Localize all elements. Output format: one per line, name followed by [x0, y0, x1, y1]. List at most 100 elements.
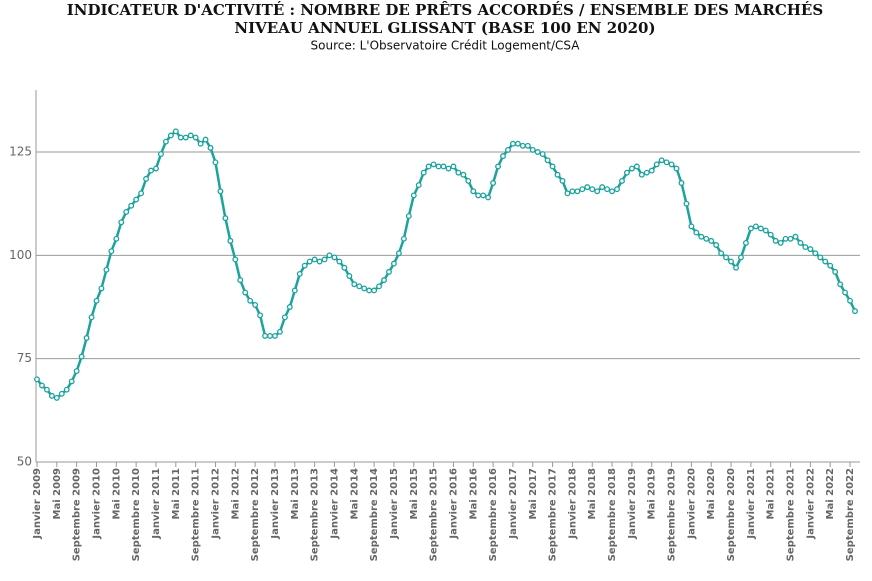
data-point	[495, 163, 502, 170]
x-tick-label: Mai 2021	[766, 468, 777, 519]
data-point	[390, 260, 397, 267]
data-point	[425, 163, 432, 170]
data-point	[792, 233, 799, 240]
x-tick-label: Septembre 2019	[667, 468, 678, 561]
x-tick-label: Septembre 2013	[310, 468, 321, 561]
data-point	[93, 297, 100, 304]
data-point	[311, 256, 318, 263]
data-point	[475, 192, 482, 199]
data-point	[579, 186, 586, 193]
data-point	[703, 235, 710, 242]
data-point	[802, 244, 809, 251]
x-tick-label: Septembre 2018	[607, 468, 618, 561]
x-tick-label: Septembre 2009	[72, 468, 83, 561]
data-point	[693, 229, 700, 236]
x-tick-label: Janvier 2022	[805, 468, 816, 540]
data-point	[376, 283, 383, 290]
x-tick-label: Septembre 2011	[191, 468, 202, 561]
data-point	[837, 281, 844, 288]
x-tick-label: Mai 2018	[587, 468, 598, 519]
x-tick-label: Janvier 2018	[567, 468, 578, 540]
x-tick-label: Mai 2010	[111, 468, 122, 519]
data-point	[584, 184, 591, 191]
data-point	[138, 190, 145, 197]
data-point	[539, 151, 546, 158]
data-point	[470, 188, 477, 195]
data-point	[509, 140, 516, 147]
x-tick-label: Janvier 2017	[508, 468, 519, 540]
data-point	[752, 223, 759, 230]
data-point	[728, 258, 735, 265]
x-tick-label: Septembre 2016	[488, 468, 499, 561]
data-point	[524, 142, 531, 149]
x-tick-label: Janvier 2013	[270, 468, 281, 540]
data-point	[296, 270, 303, 277]
x-tick-label: Mai 2015	[409, 468, 420, 519]
data-point	[301, 262, 308, 269]
data-point	[58, 390, 65, 397]
data-point	[762, 227, 769, 234]
data-point	[733, 264, 739, 271]
data-point	[262, 332, 268, 339]
data-point	[638, 171, 645, 178]
data-point	[39, 382, 45, 389]
data-point	[172, 128, 179, 135]
data-point	[643, 169, 650, 176]
data-point	[673, 165, 680, 172]
data-point	[192, 134, 199, 141]
data-point	[420, 169, 427, 176]
x-tick-label: Septembre 2012	[250, 468, 261, 561]
data-point	[738, 254, 744, 261]
data-point	[410, 192, 417, 199]
x-tick-label: Mai 2012	[230, 468, 241, 519]
y-tick-label: 100	[9, 248, 32, 262]
data-point	[286, 304, 293, 310]
data-point	[787, 235, 794, 242]
data-point	[177, 134, 184, 141]
x-tick-label: Mai 2009	[52, 468, 63, 519]
data-point	[128, 202, 135, 209]
x-tick-label: Janvier 2020	[686, 468, 697, 540]
data-point	[619, 177, 625, 184]
data-point	[143, 175, 150, 182]
data-point	[336, 258, 343, 265]
x-tick-label: Janvier 2021	[746, 468, 757, 540]
data-point	[103, 266, 110, 273]
data-point	[668, 161, 675, 168]
data-point	[767, 231, 774, 238]
data-point	[162, 138, 169, 145]
x-tick-label: Septembre 2021	[786, 468, 797, 561]
data-point	[257, 312, 264, 319]
data-point	[430, 161, 437, 168]
data-point	[43, 386, 50, 393]
data-point	[148, 167, 154, 174]
data-point	[207, 144, 214, 151]
data-point	[212, 159, 219, 166]
data-point	[747, 225, 754, 232]
data-point	[88, 314, 95, 321]
x-tick-label: Mai 2017	[528, 468, 539, 519]
data-point	[371, 287, 378, 294]
x-tick-label: Janvier 2011	[151, 468, 162, 540]
x-tick-label: Septembre 2014	[369, 468, 380, 561]
data-point	[713, 242, 720, 248]
x-tick-label: Septembre 2015	[429, 468, 440, 561]
x-tick-label: Septembre 2022	[845, 468, 856, 561]
data-point	[440, 163, 447, 170]
data-point	[386, 268, 392, 275]
data-point	[237, 277, 244, 284]
data-point	[529, 146, 536, 153]
data-point	[628, 165, 635, 172]
data-point	[113, 235, 120, 242]
data-point	[252, 301, 259, 308]
data-point	[34, 376, 40, 383]
data-point	[341, 264, 348, 271]
data-point	[485, 194, 492, 201]
data-point	[153, 165, 159, 172]
data-point	[723, 254, 730, 261]
data-point	[569, 188, 576, 195]
data-point	[281, 314, 288, 321]
data-point	[53, 394, 60, 401]
data-point	[291, 287, 298, 294]
